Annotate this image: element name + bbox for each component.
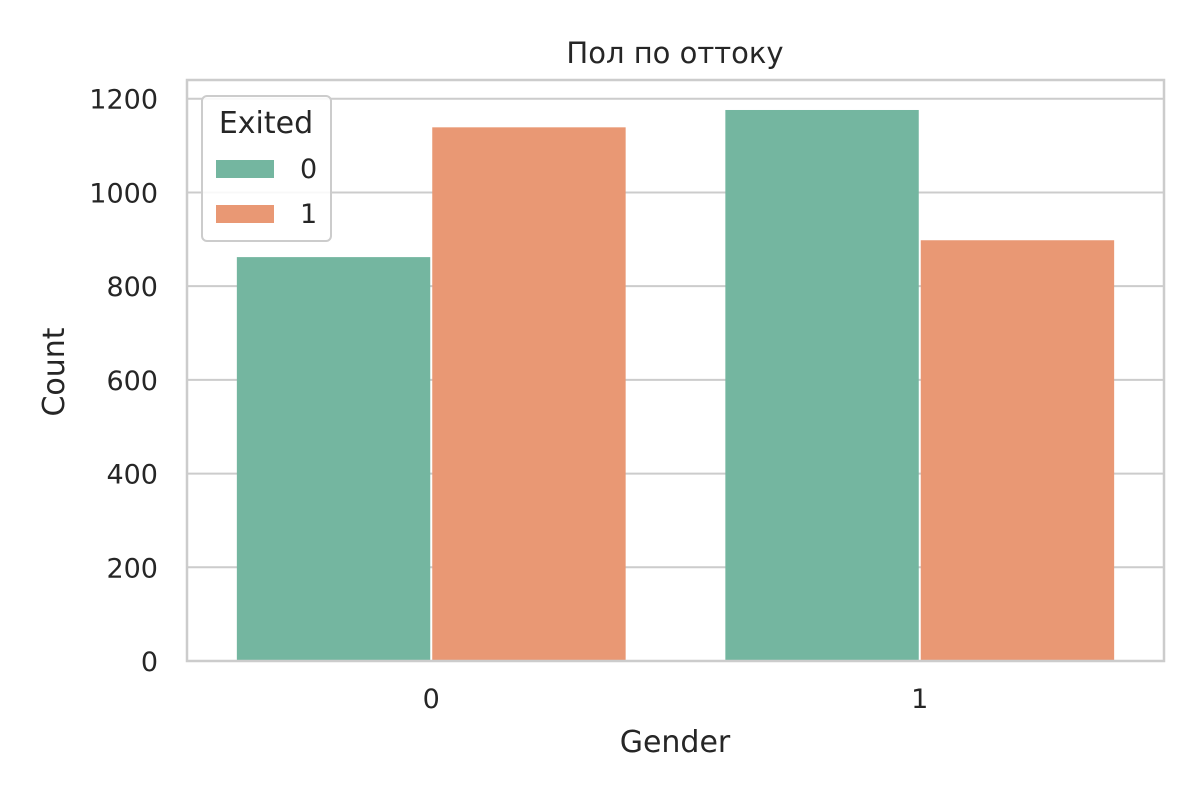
bar-gender-0-exited-0 <box>236 257 431 661</box>
y-tick-label: 200 <box>106 553 158 584</box>
y-tick-label: 0 <box>141 647 158 678</box>
x-axis-label: Gender <box>620 725 731 760</box>
y-tick-label: 1200 <box>89 85 158 116</box>
x-tick-label: 1 <box>911 684 928 715</box>
bar-gender-1-exited-1 <box>920 240 1115 662</box>
bar-gender-1-exited-0 <box>725 109 919 661</box>
y-axis-label: Count <box>37 327 72 416</box>
plot-frame <box>185 78 1166 663</box>
y-tick-label: 600 <box>106 366 158 397</box>
y-tick-labels: 0 200 400 600 800 1000 1200 <box>89 85 158 678</box>
bars <box>236 109 1115 662</box>
chart-title: Пол по оттоку <box>566 36 783 70</box>
legend: Exited 0 1 <box>201 95 332 242</box>
x-tick-label: 0 <box>423 684 440 715</box>
y-tick-label: 800 <box>106 272 158 303</box>
legend-title: Exited <box>219 106 313 141</box>
legend-label-1: 1 <box>300 199 317 230</box>
bar-gender-0-exited-1 <box>432 127 626 662</box>
legend-swatch-0 <box>216 160 274 178</box>
legend-swatch-1 <box>216 205 274 223</box>
y-tick-label: 400 <box>106 460 158 491</box>
legend-label-0: 0 <box>300 154 317 185</box>
y-tick-label: 1000 <box>89 178 158 209</box>
